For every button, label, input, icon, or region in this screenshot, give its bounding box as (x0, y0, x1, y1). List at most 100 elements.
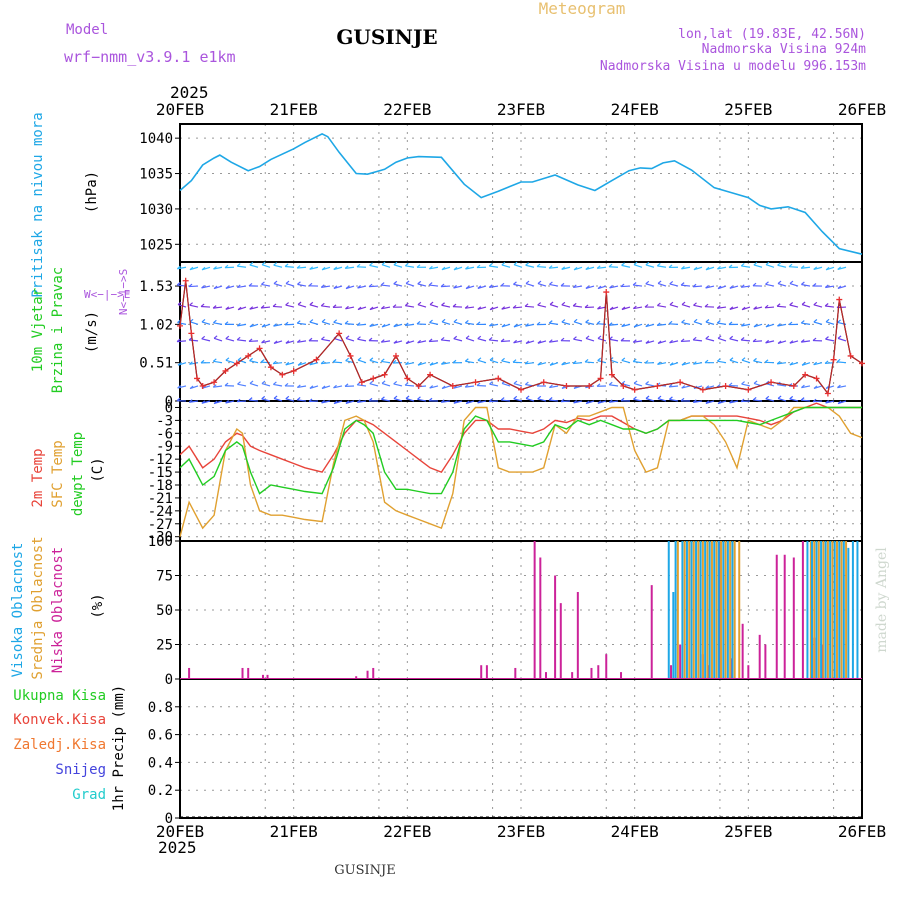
wind-arrow (489, 340, 498, 341)
wind-arrow (418, 305, 426, 307)
model-name: wrf−nmm_v3.9.1 e1km (64, 48, 236, 66)
wind-arrow (681, 285, 690, 286)
wind-marker (382, 372, 388, 378)
wind-arrow-head (562, 320, 565, 323)
pressure-unit: (hPa) (84, 171, 100, 213)
wind-marker (359, 379, 365, 385)
bottom-day-label: 25FEB (724, 822, 772, 841)
wind-arrow-head (754, 358, 757, 361)
wind-arrow-head (646, 281, 649, 284)
wind-arrow (357, 339, 366, 341)
wind-arrow (802, 304, 810, 307)
wind-arrow-head (657, 303, 660, 306)
wind-arrow (549, 323, 558, 324)
wind-marker (541, 379, 547, 385)
wind-marker (586, 383, 592, 389)
wind-arrow (321, 306, 330, 307)
wind-arrow-head (754, 381, 757, 384)
wind-arrow (693, 340, 702, 341)
cloud-high-label: Visoka Oblacnost (10, 543, 26, 678)
wind-arrow-head (465, 359, 468, 362)
wind-arrow (573, 306, 582, 307)
t2m-line (180, 403, 862, 472)
wind-arrow (658, 283, 666, 286)
wind-arrow (741, 266, 750, 267)
wind-arrow-head (322, 319, 325, 322)
precip-snow-label: Snijeg (55, 762, 106, 778)
wind-arrow-head (730, 358, 733, 361)
wind-marker (393, 353, 399, 359)
wind-arrow (478, 339, 486, 341)
wind-arrow (405, 385, 414, 386)
y-tick-label: 75 (156, 569, 173, 585)
wind-marker (836, 297, 842, 303)
wind-arrow (585, 362, 594, 363)
wind-arrow (274, 265, 282, 267)
wind-arrow (346, 338, 354, 340)
wind-arrow (442, 322, 450, 325)
wind-arrow (622, 360, 630, 362)
wind-arrow-head (669, 397, 672, 400)
wind-arrow-head (214, 336, 217, 339)
wind-arrow-head (417, 397, 420, 400)
wind-arrow-head (454, 319, 457, 322)
wind-arrow-head (646, 396, 649, 399)
wind-arrow (633, 285, 642, 286)
wind-arrow-head (286, 396, 289, 399)
wind-arrow (622, 265, 630, 267)
wind-marker (745, 387, 751, 393)
wind-arrow (742, 360, 750, 363)
wind-arrow-head (825, 337, 828, 340)
wind-arrow-head (250, 358, 253, 361)
wind-arrow (826, 322, 834, 325)
wind-arrow-head (358, 358, 361, 361)
wind-arrow (609, 385, 618, 386)
wind-arrow (814, 322, 822, 324)
wind-arrow (465, 361, 474, 362)
wind-arrow (237, 266, 246, 267)
wind-arrow-head (286, 281, 289, 284)
panel-grid (180, 679, 862, 818)
wind-arrow-head (382, 381, 385, 384)
wind-arrow (801, 323, 810, 324)
wind-arrow (250, 265, 258, 267)
station-title: GUSINJE (336, 25, 437, 49)
wind-arrow-head (513, 282, 516, 285)
wind-arrow-head (405, 263, 408, 266)
wind-arrow (190, 322, 198, 325)
wind-arrow-head (478, 358, 481, 361)
wind-arrow (717, 361, 726, 363)
y-tick-label: 1.53 (139, 279, 173, 295)
wind-arrow (297, 284, 306, 286)
wind-arrow (777, 306, 786, 307)
wind-arrow-head (478, 336, 481, 339)
wind-arrow (382, 383, 390, 386)
wind-arrow-head (682, 320, 685, 323)
wind-marker (291, 368, 297, 374)
y-tick-label: 0.8 (148, 700, 173, 716)
wind-arrow (766, 265, 774, 268)
wind-arrow-head (298, 302, 301, 305)
y-tick-label: 1040 (139, 131, 173, 147)
y-tick-label: 0.51 (139, 356, 173, 372)
y-tick-label: 0.4 (148, 755, 173, 771)
wind-arrow (429, 285, 438, 286)
wind-arrow (370, 265, 378, 267)
wind-arrow (442, 305, 450, 307)
wind-arrow (586, 338, 594, 340)
wind-arrow-head (586, 320, 589, 323)
wind-arrow (285, 266, 294, 267)
wind-arrow (430, 305, 438, 308)
wind-arrow (466, 338, 474, 341)
wind-arrow (273, 306, 282, 307)
wind-arrow (838, 338, 846, 341)
wind-arrow (609, 339, 618, 341)
cloud-low-label: Niska Oblacnost (50, 547, 66, 673)
panel-grid (180, 262, 862, 401)
wind-arrow-head (538, 281, 541, 284)
wind-arrow (502, 361, 510, 363)
wind-arrow (573, 339, 582, 341)
y-tick-label: 0 (165, 672, 173, 688)
wind-arrow-head (573, 337, 576, 340)
temp-unit: (C) (90, 457, 106, 482)
